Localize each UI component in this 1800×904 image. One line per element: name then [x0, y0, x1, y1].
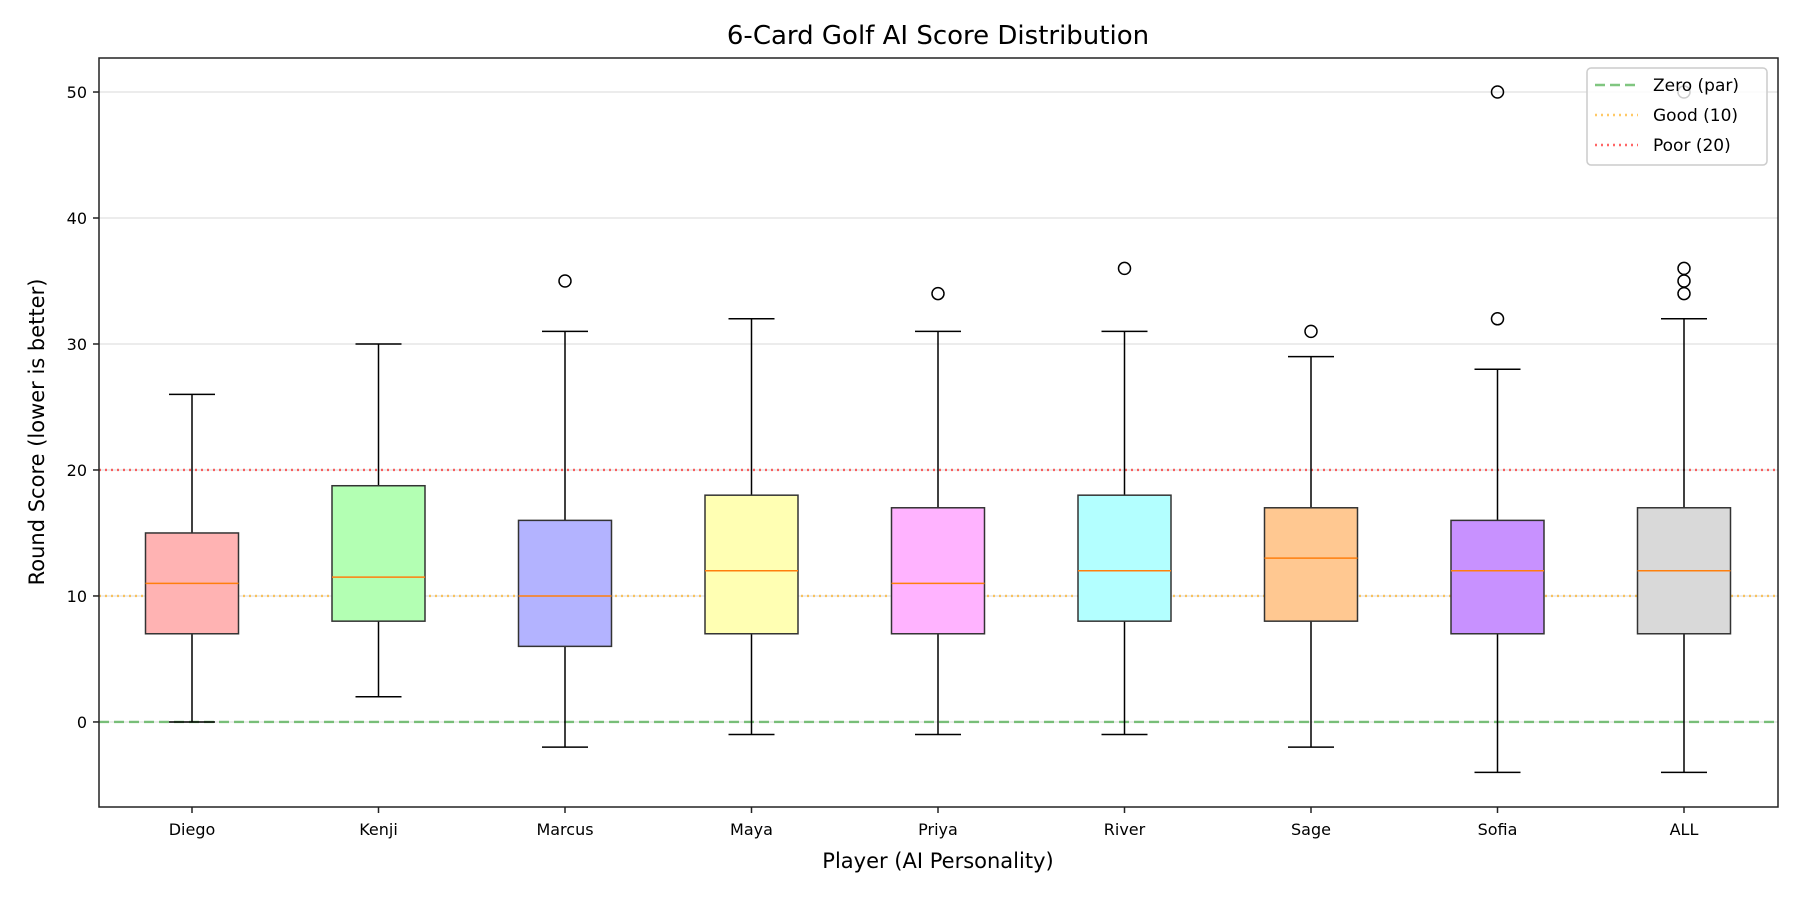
y-tick-label: 40	[67, 209, 87, 228]
box-maya	[704, 494, 799, 635]
legend-label: Good (10)	[1653, 106, 1738, 126]
box-sage	[1263, 507, 1359, 622]
box-river	[1077, 494, 1172, 622]
x-tick-label: Maya	[730, 820, 773, 839]
y-tick-label: 10	[67, 587, 87, 606]
box-kenji	[331, 484, 426, 622]
y-tick-label: 50	[67, 83, 87, 102]
outlier-point	[1490, 312, 1505, 326]
legend-label: Poor (20)	[1653, 136, 1731, 156]
outlier-point	[1677, 274, 1691, 288]
y-tick-label: 20	[67, 461, 87, 480]
box-marcus	[517, 519, 613, 648]
x-tick-label: River	[1104, 820, 1146, 839]
x-tick-label: Marcus	[536, 820, 593, 839]
legend-label: Zero (par)	[1653, 76, 1739, 96]
outlier-point	[1117, 261, 1132, 276]
chart-title: 6-Card Golf AI Score Distribution	[727, 21, 1149, 51]
outlier-point	[1677, 261, 1691, 276]
y-axis-label: Round Score (lower is better)	[25, 279, 49, 586]
x-tick-label: Sage	[1291, 820, 1331, 839]
x-tick-label: Diego	[169, 820, 216, 839]
outlier-point	[931, 286, 945, 301]
x-tick-label: ALL	[1670, 820, 1699, 839]
outlier-point	[1490, 85, 1505, 99]
x-tick-label: Kenji	[359, 820, 398, 839]
outlier-point	[1677, 286, 1691, 301]
legend-box	[1586, 67, 1768, 166]
y-tick-label: 0	[77, 713, 87, 732]
x-tick-label: Sofia	[1478, 820, 1518, 839]
plot-frame	[98, 57, 1779, 808]
outlier-point	[1304, 324, 1318, 339]
y-tick-label: 30	[67, 335, 87, 354]
x-axis-label: Player (AI Personality)	[822, 849, 1053, 873]
box-priya	[890, 507, 986, 635]
legend: Zero (par) Good (10) Poor (20)	[1586, 67, 1768, 166]
x-tick-label: Priya	[918, 820, 958, 839]
outlier-point	[558, 274, 572, 288]
box-sofia	[1450, 519, 1545, 635]
